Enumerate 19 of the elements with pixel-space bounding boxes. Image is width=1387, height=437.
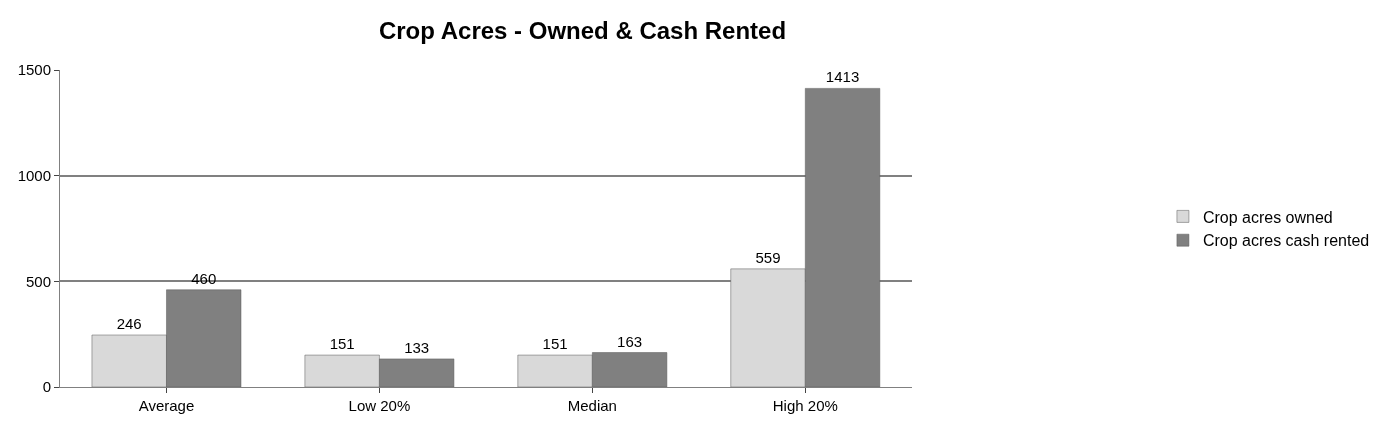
legend-label: Crop acres owned [1202, 208, 1333, 226]
data-label: 151 [329, 335, 355, 353]
data-label: 163 [617, 332, 643, 350]
y-tick-label: 1000 [17, 166, 51, 184]
y-tick-label: 0 [42, 378, 51, 396]
x-tick-label: High 20% [772, 397, 838, 414]
data-label: 460 [191, 269, 217, 287]
data-label: 133 [404, 338, 430, 356]
x-tick-label: Low 20% [348, 397, 411, 414]
x-tick-label: Median [567, 397, 617, 414]
legend-label: Crop acres cash rented [1202, 232, 1370, 250]
y-tick-label: 1500 [17, 61, 51, 79]
y-tick-label: 500 [25, 272, 51, 290]
chart-title: Crop Acres - Owned & Cash Rented [378, 16, 787, 44]
data-label: 1413 [825, 68, 860, 86]
data-label: 151 [542, 335, 568, 353]
x-tick-label: Average [138, 397, 195, 414]
data-label: 246 [116, 315, 142, 333]
data-label: 559 [755, 248, 781, 266]
